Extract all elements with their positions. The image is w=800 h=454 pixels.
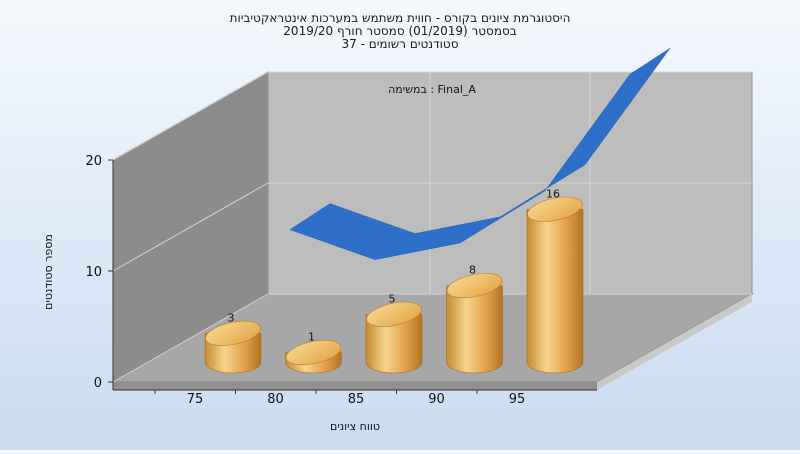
floor-edge-right: [597, 294, 752, 390]
gridlines: [112, 71, 752, 383]
floor-edge-front: [113, 382, 597, 390]
bar-80: 1: [285, 330, 342, 374]
bar-75: 3: [204, 311, 262, 374]
gridline-side: [112, 182, 269, 272]
y-tick-label: 0: [94, 376, 102, 391]
bar-95: 16: [526, 187, 584, 374]
bar-body: [446, 285, 503, 374]
chart-title-line-1: היסטוגרמת ציונים בקורס - חווית משתמש במע…: [230, 11, 571, 25]
x-axis-title: טווח ציונים: [330, 420, 380, 433]
chart-title-line-3: סטודנטים רשומים - 37: [341, 37, 458, 51]
bar-body: [526, 208, 584, 374]
x-tick-label: 95: [509, 392, 526, 407]
bar-value-label: 5: [389, 292, 396, 305]
gridline-side: [112, 71, 269, 161]
bar-value-label: 16: [546, 187, 560, 200]
bar-top: [205, 320, 261, 346]
bar-85: 5: [365, 292, 423, 374]
x-axis: 75 80 85 90 95: [113, 389, 597, 407]
gridline-side: [112, 293, 269, 383]
bar-value-label: 3: [228, 311, 235, 324]
x-tick-label: 80: [267, 392, 284, 407]
y-axis-title: מספר סטודנטים: [42, 234, 55, 310]
y-tick-label: 10: [85, 265, 102, 280]
y-tick-label: 20: [85, 154, 102, 169]
task-annotation: במשימה : Final_A: [388, 83, 476, 96]
x-tick-label: 90: [428, 392, 445, 407]
trend-ribbon: [289, 48, 671, 260]
bar-top: [285, 339, 342, 365]
x-tick-label: 75: [187, 392, 204, 407]
y-axis: 0 10 20: [85, 154, 114, 391]
bar-top: [446, 273, 503, 299]
x-tick-label: 85: [348, 392, 365, 407]
bar-value-label: 1: [308, 330, 315, 343]
bar-top: [527, 196, 583, 222]
bars: 3 1 5 8 16: [204, 187, 584, 374]
chart-title-line-2: בסמסטר (01/2019) סמסטר חורף 2019/20: [283, 24, 516, 38]
bar-top: [366, 301, 422, 327]
bar-value-label: 8: [469, 264, 476, 277]
bar-body: [365, 313, 423, 374]
bar-90: 8: [446, 264, 503, 374]
